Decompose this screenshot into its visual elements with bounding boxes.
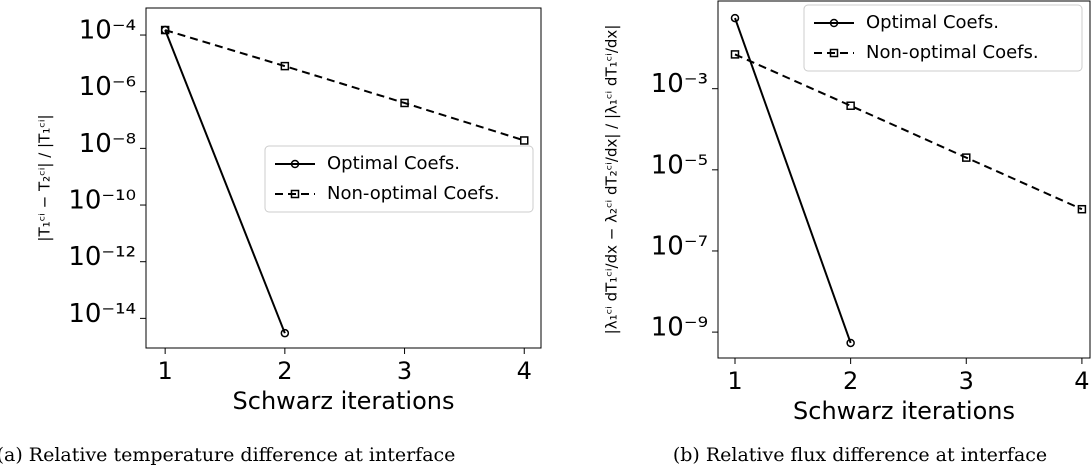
x-tick-label: 2 xyxy=(843,367,858,395)
series-line xyxy=(164,29,525,142)
legend-marker xyxy=(290,189,300,199)
y-tick-label: 10⁻⁷ xyxy=(651,231,708,261)
y-tick-label: 10⁻⁸ xyxy=(79,129,136,159)
marker xyxy=(1077,204,1087,214)
caption: (a) Relative temperature difference at i… xyxy=(0,444,455,466)
legend-label: Non-optimal Coefs. xyxy=(866,42,1039,63)
legend-marker xyxy=(829,48,839,58)
legend-box xyxy=(803,4,1083,72)
y-tick-label: 10⁻⁴ xyxy=(79,16,136,46)
series-line xyxy=(734,17,852,344)
legend-marker xyxy=(290,159,300,169)
x-axis-label: Schwarz iterations xyxy=(233,387,455,415)
x-tick-label: 2 xyxy=(277,357,292,385)
y-tick-label: 10⁻¹⁴ xyxy=(68,299,136,329)
marker xyxy=(730,50,740,59)
series-line xyxy=(164,29,286,334)
legend-label: Optimal Coefs. xyxy=(866,12,999,33)
y-tick-label: 10⁻¹⁰ xyxy=(68,186,136,216)
x-tick-label: 4 xyxy=(517,357,532,385)
y-tick-label: 10⁻⁶ xyxy=(79,72,136,102)
plot-frame xyxy=(145,7,542,349)
x-tick-label: 1 xyxy=(158,357,173,385)
x-axis-label: Schwarz iterations xyxy=(793,397,1015,425)
x-tick-label: 4 xyxy=(1074,367,1089,395)
marker xyxy=(160,25,170,35)
x-tick-label: 3 xyxy=(959,367,974,395)
x-tick-label: 1 xyxy=(727,367,742,395)
y-axis-label: |T₁ᶜⁱ − T₂ᶜⁱ| / |T₁ᶜⁱ| xyxy=(36,114,54,241)
marker xyxy=(400,98,409,108)
legend-marker xyxy=(829,18,839,28)
marker xyxy=(962,153,971,162)
legend-box xyxy=(264,145,534,213)
marker xyxy=(519,136,529,145)
y-axis-label: |λ₁ᶜⁱ dT₁ᶜⁱ/dx − λ₂ᶜⁱ dT₂ᶜⁱ/dx| / |λ₁ᶜⁱ … xyxy=(603,25,621,335)
marker xyxy=(280,328,290,338)
marker xyxy=(846,338,855,348)
y-tick-label: 10⁻⁵ xyxy=(651,150,708,180)
x-tick-label: 3 xyxy=(397,357,412,385)
marker xyxy=(730,13,740,23)
series-line xyxy=(734,53,1083,211)
y-tick-label: 10⁻¹² xyxy=(68,242,136,272)
marker xyxy=(846,101,855,110)
caption: (b) Relative flux difference at interfac… xyxy=(673,444,1047,466)
plot-frame xyxy=(717,0,1091,359)
y-tick-label: 10⁻⁹ xyxy=(651,313,708,343)
marker xyxy=(280,61,290,71)
y-tick-label: 10⁻³ xyxy=(651,69,708,99)
legend-label: Non-optimal Coefs. xyxy=(327,183,500,204)
legend-label: Optimal Coefs. xyxy=(327,153,460,174)
